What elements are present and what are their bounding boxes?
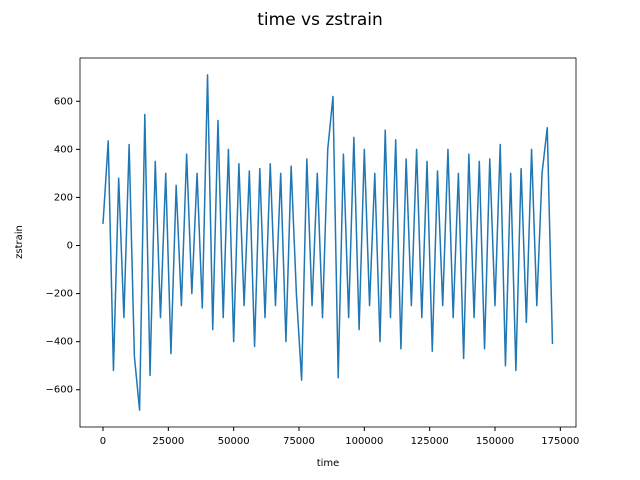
x-axis-label: time: [317, 458, 340, 469]
y-tick-label: −600: [46, 385, 73, 396]
y-tick-label: −400: [46, 337, 73, 348]
y-tick-label: 0: [67, 241, 73, 252]
y-tick-label: 400: [54, 144, 73, 155]
y-tick-label: −200: [46, 289, 73, 300]
x-tick-label: 175000: [541, 436, 579, 447]
x-tick-label: 150000: [476, 436, 514, 447]
x-tick-label: 50000: [218, 436, 250, 447]
x-tick-label: 0: [100, 436, 106, 447]
data-line: [102, 74, 554, 411]
x-tick-label: 100000: [345, 436, 383, 447]
y-axis-label: zstrain: [14, 225, 25, 259]
y-tick-label: 600: [54, 96, 73, 107]
x-tick-label: 75000: [283, 436, 315, 447]
x-tick-label: 125000: [411, 436, 449, 447]
chart-title: time vs zstrain: [257, 10, 382, 30]
plot-frame: [79, 57, 577, 428]
x-tick-label: 25000: [152, 436, 184, 447]
y-tick-label: 200: [54, 192, 73, 203]
